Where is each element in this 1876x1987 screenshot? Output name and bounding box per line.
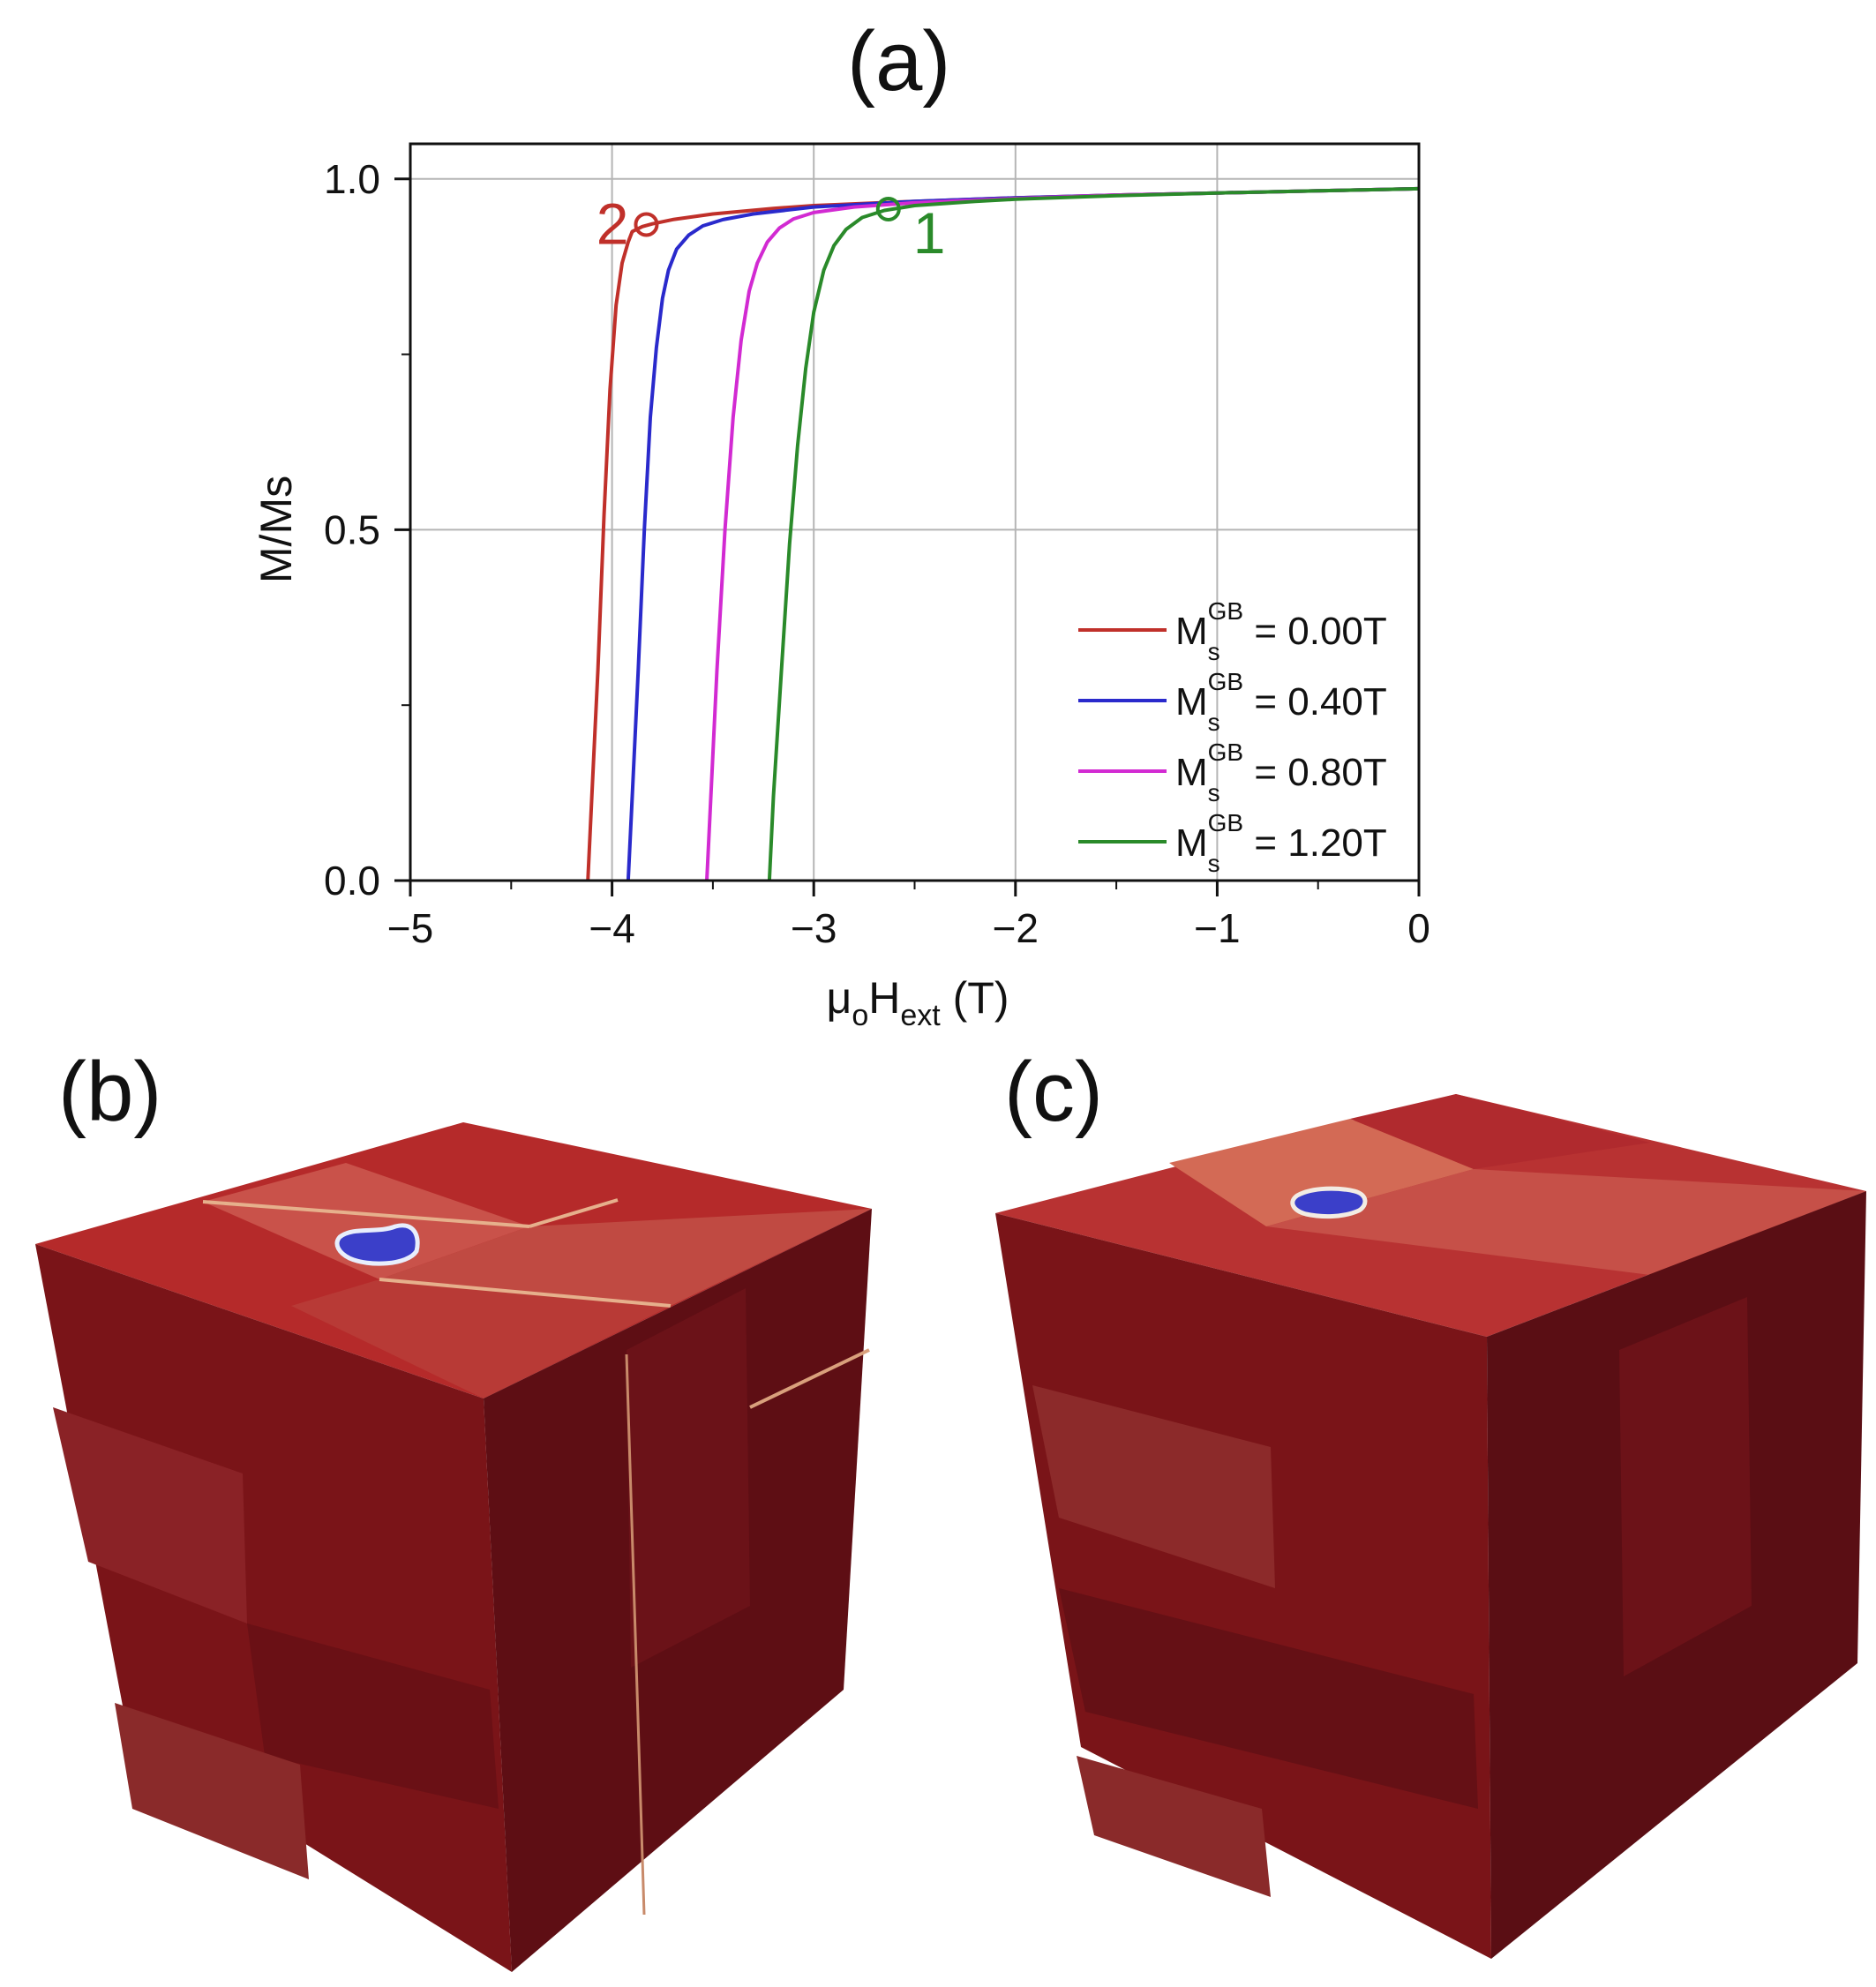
cube-c-left-grain-2 <box>1059 1588 1478 1809</box>
x-axis-label-unit: (T) <box>941 973 1009 1023</box>
cube-b-boundary-5 <box>749 1348 870 1409</box>
grid-lines <box>410 144 1419 881</box>
cube-image-c <box>995 1094 1866 1959</box>
x-tick-label-4: −1 <box>1194 905 1240 951</box>
y-axis-label: M/Ms <box>251 476 301 583</box>
cube-c-top-grain-3 <box>1266 1169 1866 1275</box>
cube-b-top-grain-1 <box>203 1163 529 1279</box>
cube-c-reversed-domain <box>1290 1186 1368 1219</box>
cube-c-right-grain-1 <box>1619 1297 1752 1676</box>
series-line-3 <box>767 186 1420 881</box>
x-axis-label-h: H <box>868 973 900 1023</box>
y-tick-label-0: 0.0 <box>324 858 380 904</box>
x-tick-label-0: −5 <box>387 905 433 951</box>
panel-label-c: (c) <box>1004 1045 1103 1139</box>
cube-c-left-grain-3 <box>1077 1756 1271 1897</box>
annotation-label-0: 2 <box>597 191 629 256</box>
legend-entry-3: MsGB = 1.20T <box>1175 809 1387 877</box>
annotation-marker-1 <box>875 196 901 221</box>
x-axis-label-mu: μ <box>827 973 852 1023</box>
cube-b-boundary-3 <box>529 1198 619 1228</box>
cube-b-boundary-1 <box>202 1200 530 1228</box>
y-tick-label-2: 1.0 <box>324 156 380 202</box>
x-axis-label: μoHext (T) <box>827 973 1009 1032</box>
cube-b-left-grain-2 <box>247 1623 499 1809</box>
panel-label-a: (a) <box>847 14 951 109</box>
x-tick-label-2: −3 <box>791 905 837 951</box>
cube-b-top-grain-2 <box>379 1209 872 1306</box>
annotation-marker-0 <box>634 212 659 237</box>
axis-ticks: −5 −4 −3 −2 −1 0 0.0 0.5 1.0 <box>324 156 1430 951</box>
y-tick-label-1: 0.5 <box>324 506 380 552</box>
legend-entry-0: MsGB = 0.00T <box>1175 597 1387 665</box>
cube-b-reversed-domain <box>334 1223 420 1266</box>
cube-b-top-grain-3 <box>291 1279 671 1398</box>
cube-b-right-grain-1 <box>627 1288 750 1668</box>
series-lines <box>586 186 1420 881</box>
cube-c-top-grain-1 <box>1169 1119 1474 1226</box>
cube-image-b <box>35 1122 872 1972</box>
legend-entry-2: MsGB = 0.80T <box>1175 739 1387 806</box>
cube-b-left-face <box>35 1244 512 1972</box>
x-axis-label-sub2: ext <box>900 999 941 1032</box>
legend-entry-1: MsGB = 0.40T <box>1175 668 1387 736</box>
cube-b-boundary-4 <box>625 1353 646 1916</box>
x-tick-label-1: −4 <box>589 905 634 951</box>
cube-b-boundary-2 <box>379 1278 672 1308</box>
panel-label-b: (b) <box>58 1045 162 1139</box>
x-tick-label-3: −2 <box>993 905 1039 951</box>
annotation-label-1: 1 <box>913 200 946 266</box>
x-tick-label-5: 0 <box>1407 905 1430 951</box>
cube-b-left-grain-1 <box>53 1407 247 1623</box>
cube-b-left-grain-3 <box>115 1703 309 1879</box>
cube-c-top-grain-2 <box>1350 1094 1650 1169</box>
cube-c-left-grain-1 <box>1032 1385 1275 1588</box>
x-axis-label-sub1: o <box>852 999 868 1032</box>
